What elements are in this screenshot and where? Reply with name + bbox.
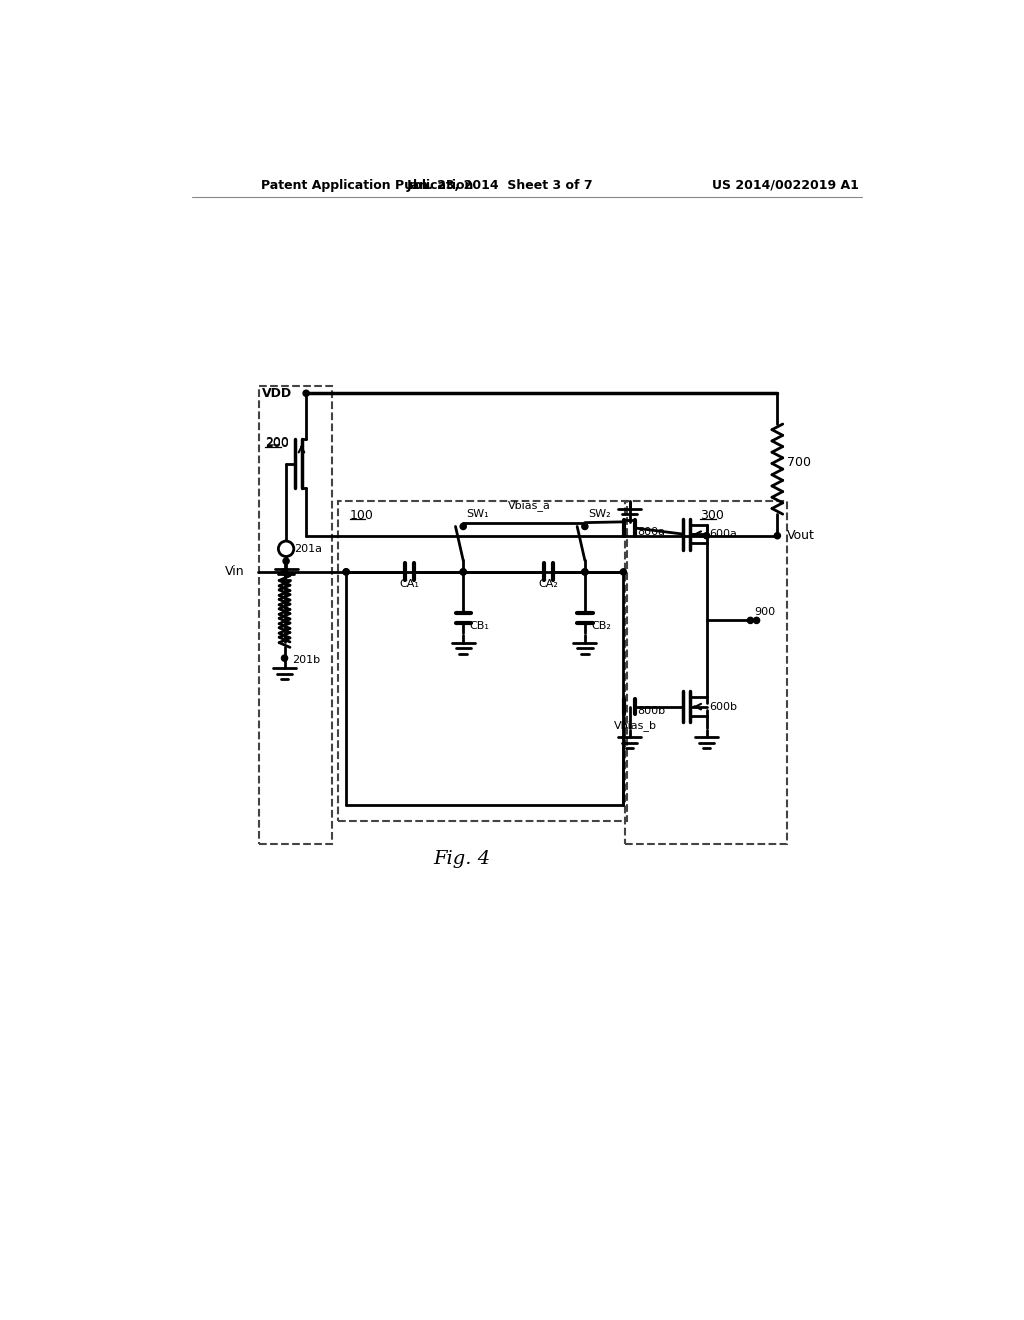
Circle shape <box>460 569 466 576</box>
Circle shape <box>621 569 627 576</box>
Circle shape <box>282 569 288 576</box>
Circle shape <box>282 655 288 661</box>
Text: CA₁: CA₁ <box>399 579 419 589</box>
Bar <box>259 385 333 843</box>
Bar <box>339 502 628 821</box>
Text: 800b: 800b <box>637 706 666 715</box>
Text: SW₂: SW₂ <box>588 508 610 519</box>
Text: US 2014/0022019 A1: US 2014/0022019 A1 <box>712 178 858 191</box>
Circle shape <box>748 618 754 623</box>
Text: 201a: 201a <box>294 544 322 554</box>
Text: Jan. 23, 2014  Sheet 3 of 7: Jan. 23, 2014 Sheet 3 of 7 <box>407 178 594 191</box>
Text: 800a: 800a <box>637 527 666 537</box>
Text: CB₁: CB₁ <box>469 620 489 631</box>
Circle shape <box>282 569 288 576</box>
Text: 600b: 600b <box>710 702 737 711</box>
Circle shape <box>460 523 466 529</box>
Text: CB₂: CB₂ <box>591 620 611 631</box>
Circle shape <box>343 569 349 576</box>
Text: Fig. 4: Fig. 4 <box>433 850 490 869</box>
Circle shape <box>460 569 466 576</box>
Text: Vin: Vin <box>225 565 245 578</box>
Text: CA₂: CA₂ <box>539 579 559 589</box>
Circle shape <box>582 569 588 576</box>
Circle shape <box>703 532 710 539</box>
Text: 200: 200 <box>265 436 289 449</box>
Text: 300: 300 <box>700 508 724 521</box>
Circle shape <box>754 618 760 623</box>
Circle shape <box>279 541 294 557</box>
Text: 100: 100 <box>350 508 374 521</box>
Circle shape <box>582 523 588 529</box>
Circle shape <box>343 569 349 576</box>
Text: Vout: Vout <box>786 529 814 543</box>
Text: SW₁: SW₁ <box>466 508 488 519</box>
Circle shape <box>303 391 309 396</box>
Text: 700: 700 <box>786 455 811 469</box>
Circle shape <box>774 532 780 539</box>
Text: 900: 900 <box>755 607 775 616</box>
Text: Vbias_a: Vbias_a <box>508 500 551 511</box>
Text: 201b: 201b <box>292 656 321 665</box>
Text: 600a: 600a <box>710 529 737 539</box>
Text: 200: 200 <box>265 437 289 450</box>
Bar <box>625 502 786 843</box>
Text: Vbias_b: Vbias_b <box>614 721 657 731</box>
Text: Patent Application Publication: Patent Application Publication <box>261 178 474 191</box>
Text: VDD: VDD <box>261 387 292 400</box>
Circle shape <box>283 558 289 564</box>
Circle shape <box>582 569 588 576</box>
